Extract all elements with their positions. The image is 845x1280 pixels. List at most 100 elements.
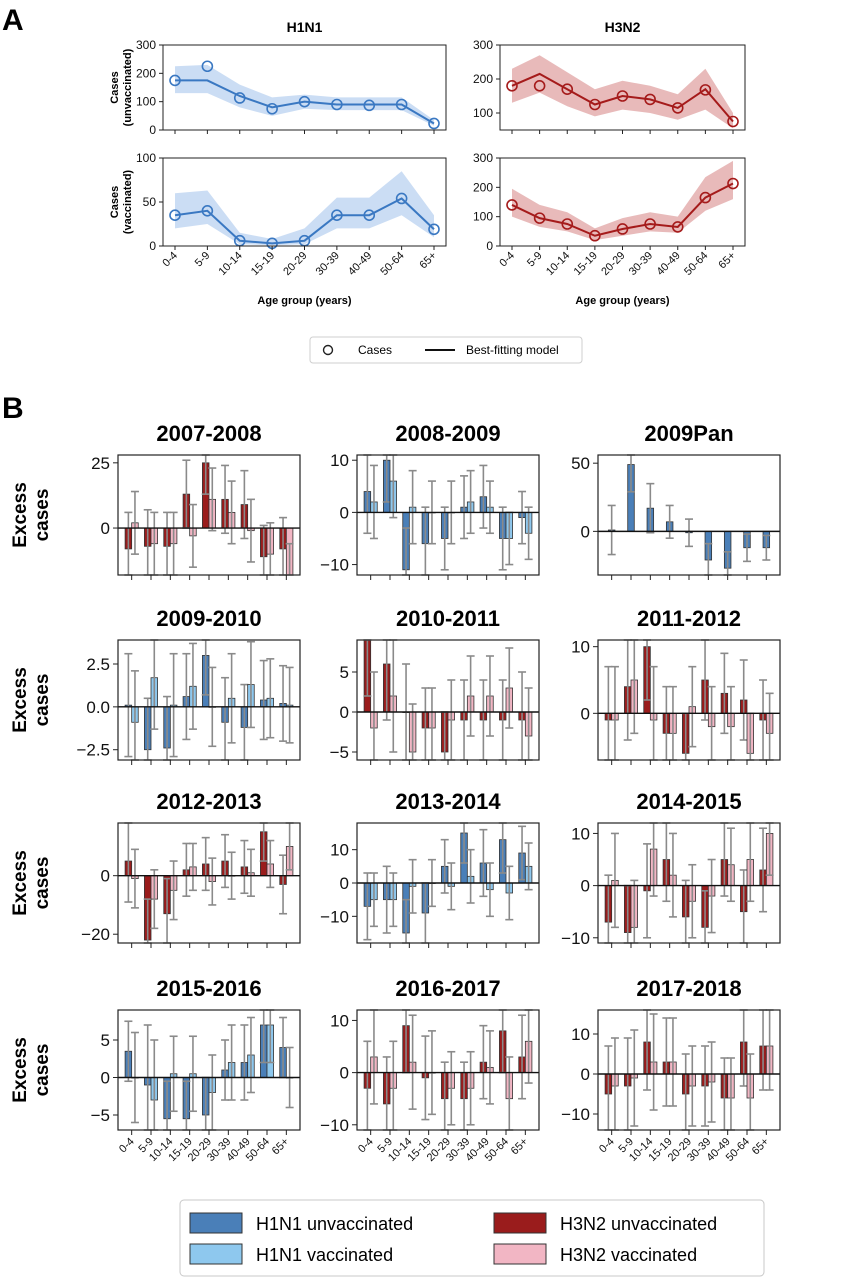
- y-tick-label: 200: [473, 72, 493, 86]
- y-tick-label: −10: [320, 1116, 349, 1135]
- x-tick-label: 65+: [750, 1136, 772, 1158]
- panel-b-subplot: −10 0 10 2014-2015: [561, 789, 781, 948]
- x-tick-label: 50-64: [682, 250, 710, 278]
- panel-a-subplot: 0 100 200 300 H1N1 Cases(unvaccinated): [109, 19, 447, 137]
- case-marker: [561, 218, 574, 230]
- panel-a-subplot: 0 100 200 300 0-4 5-9 10-14 15-19 20-29 30-39 40-4…: [473, 151, 746, 307]
- x-tick-label: 15-19: [249, 250, 277, 278]
- model-line: [511, 72, 734, 123]
- model-line: [511, 182, 734, 237]
- x-tick-label: 30-39: [627, 250, 655, 278]
- subplot-title: H3N2: [605, 19, 641, 35]
- case-marker: [201, 60, 214, 73]
- y-tick-label: −10: [561, 929, 590, 948]
- x-tick-label: 0-4: [356, 1136, 376, 1156]
- case-marker: [233, 92, 246, 104]
- case-marker: [331, 209, 343, 221]
- case-marker: [671, 221, 684, 233]
- y-tick-label: 0: [340, 703, 349, 722]
- panel-b-subplot: −10 0 10 2013-2014: [320, 789, 540, 948]
- case-marker: [616, 90, 629, 102]
- y-tick-label: −5: [330, 743, 349, 762]
- y-axis-label: Excesscases: [10, 850, 53, 916]
- panel-a-subplot: 0 50 100 0-4 5-9 10-14 15-19 20-29 30-39 40-49 50-…: [109, 151, 447, 307]
- y-tick-label: 0: [486, 239, 493, 253]
- case-marker: [298, 95, 311, 108]
- x-tick-label: 65+: [716, 250, 738, 272]
- case-marker: [169, 74, 181, 87]
- panel-b-subplot: 0 50 2009Pan: [571, 421, 781, 580]
- y-tick-label: 10: [571, 638, 590, 657]
- y-tick-label: 0: [581, 522, 590, 541]
- case-marker: [727, 177, 739, 190]
- panel-b-subplot: 0 10 2011-2012: [571, 606, 781, 765]
- x-tick-label: 0-4: [117, 1136, 137, 1156]
- y-tick-label: 10: [571, 824, 590, 843]
- y-tick-label: 100: [136, 151, 156, 165]
- case-marker: [616, 223, 629, 235]
- legend-b-h1-unvacc-label: H1N1 unvaccinated: [256, 1214, 413, 1234]
- y-tick-label: 10: [330, 1011, 349, 1030]
- x-tick-label: 50-64: [378, 250, 406, 278]
- x-tick-label: 20-29: [599, 250, 627, 278]
- y-tick-label: −10: [320, 907, 349, 926]
- y-tick-label: 300: [473, 151, 493, 165]
- x-tick-label: 30-39: [314, 250, 342, 278]
- subplot-title: 2009Pan: [644, 421, 733, 446]
- y-tick-label: −5: [91, 1106, 110, 1125]
- x-tick-label: 10-14: [544, 250, 572, 278]
- y-tick-label: 0: [101, 867, 110, 886]
- y-tick-label: 200: [473, 180, 493, 194]
- x-tick-label: 65+: [417, 250, 439, 272]
- y-tick-label: 0: [581, 877, 590, 896]
- case-marker: [169, 209, 181, 221]
- legend-b-h1-vacc-label: H1N1 vaccinated: [256, 1245, 393, 1265]
- subplot-title: 2007-2008: [156, 421, 261, 446]
- y-tick-label: 10: [330, 451, 349, 470]
- case-marker: [644, 93, 656, 106]
- x-tick-label: 0-4: [160, 250, 180, 270]
- subplot-title: 2014-2015: [636, 789, 741, 814]
- subplot-title: H1N1: [287, 19, 323, 35]
- case-marker: [727, 115, 739, 128]
- case-marker: [395, 98, 408, 111]
- x-tick-label: 5-9: [525, 250, 545, 270]
- subplot-title: 2017-2018: [636, 976, 741, 1001]
- y-tick-label: 300: [136, 38, 156, 52]
- y-tick-label: 300: [473, 38, 493, 52]
- y-tick-label: 0: [101, 519, 110, 538]
- y-tick-label: 50: [143, 195, 157, 209]
- y-axis-label: Excesscases: [10, 482, 53, 548]
- case-marker: [533, 212, 546, 224]
- axes-frame: [597, 454, 781, 576]
- x-tick-label: 0-4: [497, 250, 517, 270]
- x-tick-label: 0-4: [597, 1136, 617, 1156]
- x-tick-label: 20-29: [281, 250, 309, 278]
- legend-b-h3-vacc-label: H3N2 vaccinated: [560, 1245, 697, 1265]
- panel-label-a: A: [2, 4, 24, 37]
- panel-b-subplot: −2.5 0.0 2.5 2009-2010 Excesscases: [10, 606, 301, 765]
- case-marker: [395, 192, 408, 205]
- case-marker: [644, 218, 656, 230]
- subplot-title: 2012-2013: [156, 789, 261, 814]
- legend-b-swatch-h1-unvacc: [189, 1212, 243, 1234]
- case-marker: [589, 229, 601, 242]
- x-tick-label: 65+: [509, 1136, 531, 1158]
- y-tick-label: 10: [571, 1025, 590, 1044]
- y-axis-label: Cases(unvaccinated): [109, 48, 134, 126]
- case-marker: [428, 223, 440, 236]
- y-tick-label: 2.5: [86, 655, 110, 674]
- panel-b-subplot: −20 0 2012-2013 Excesscases: [10, 789, 301, 948]
- y-axis-label: Excesscases: [10, 1037, 53, 1103]
- legend-b: H1N1 unvaccinated H1N1 vaccinated H3N2 u…: [179, 1199, 765, 1277]
- subplot-title: 2016-2017: [395, 976, 500, 1001]
- case-marker: [363, 209, 376, 221]
- case-marker: [589, 98, 601, 111]
- legend-a-cases-marker: [322, 344, 334, 356]
- y-tick-label: 5: [101, 1031, 110, 1050]
- y-tick-label: 0: [340, 1064, 349, 1083]
- x-tick-label: 40-49: [654, 250, 682, 278]
- y-tick-label: 0: [149, 239, 156, 253]
